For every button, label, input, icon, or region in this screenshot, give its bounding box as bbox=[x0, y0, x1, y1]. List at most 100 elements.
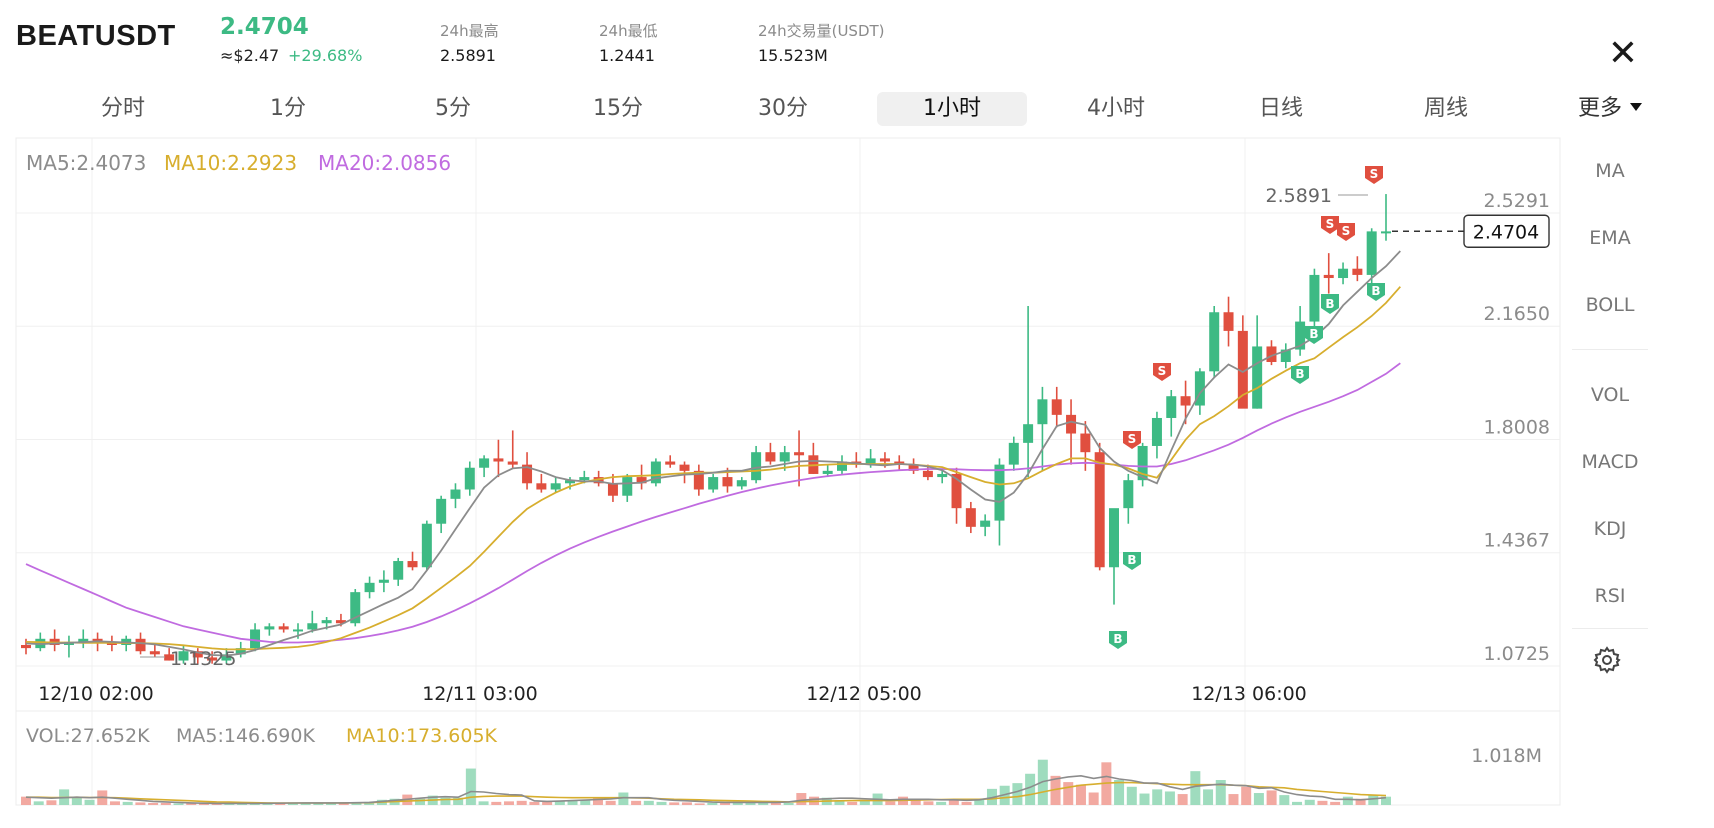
candle-body bbox=[350, 592, 361, 624]
volume-tick-label: 1.018M bbox=[1471, 745, 1542, 767]
indicator-macd[interactable]: MACD bbox=[1581, 451, 1639, 473]
volume-bar bbox=[1355, 798, 1366, 805]
indicator-rsi[interactable]: RSI bbox=[1594, 585, 1626, 607]
tab-weekly[interactable]: 周线 bbox=[1423, 96, 1468, 121]
volume-bar bbox=[948, 799, 959, 805]
candle-body bbox=[436, 498, 447, 524]
low-label: 1.1325 bbox=[170, 648, 236, 670]
volume-bar bbox=[1381, 796, 1391, 805]
candle-body bbox=[522, 464, 533, 484]
candle-body bbox=[1309, 274, 1320, 322]
candle-body bbox=[736, 480, 747, 487]
candle-body bbox=[264, 626, 275, 630]
volume-bar bbox=[84, 799, 95, 805]
candle-body bbox=[722, 477, 733, 487]
tab-daily[interactable]: 日线 bbox=[1258, 96, 1303, 121]
candle-body bbox=[378, 579, 389, 583]
candle-body bbox=[765, 452, 776, 462]
volume-bar bbox=[529, 801, 540, 805]
candle-body bbox=[1094, 452, 1105, 568]
x-tick-label: 12/12 05:00 bbox=[806, 683, 922, 705]
volume-bar bbox=[415, 798, 426, 805]
volume-bar bbox=[173, 803, 184, 805]
current-price-label: 2.4704 bbox=[1473, 221, 1539, 243]
tab-30m[interactable]: 30分 bbox=[758, 96, 808, 121]
volume-bar bbox=[71, 796, 82, 805]
ma-legend-ma20: MA20:2.0856 bbox=[318, 151, 451, 175]
candle-body bbox=[1223, 312, 1234, 331]
volume-bar bbox=[770, 802, 781, 805]
candle-body bbox=[622, 477, 633, 496]
candle-body bbox=[693, 470, 704, 490]
candle-body bbox=[78, 638, 89, 642]
volume-bar bbox=[1279, 795, 1290, 805]
volume-bar bbox=[211, 803, 222, 805]
volume-bar bbox=[1063, 782, 1074, 805]
buy-signal-icon bbox=[1367, 283, 1385, 301]
volume-bar bbox=[1317, 800, 1328, 805]
close-icon[interactable]: ✕ bbox=[1607, 33, 1639, 74]
volume-bar bbox=[847, 801, 858, 805]
candle-body bbox=[1209, 312, 1220, 372]
volume-bar bbox=[783, 802, 794, 805]
candle-body bbox=[464, 467, 475, 490]
volume-bar bbox=[554, 800, 565, 805]
stat-value-low: 1.2441 bbox=[599, 46, 655, 65]
indicator-boll[interactable]: BOLL bbox=[1585, 294, 1635, 316]
volume-bar bbox=[1368, 794, 1379, 805]
buy-signal-icon-letter: B bbox=[1309, 327, 1318, 341]
indicator-vol[interactable]: VOL bbox=[1590, 384, 1630, 406]
volume-bar bbox=[1025, 773, 1036, 805]
volume-bar bbox=[859, 800, 870, 805]
gear-icon[interactable] bbox=[1592, 645, 1622, 675]
candle-body bbox=[493, 458, 504, 462]
candle-body bbox=[1295, 321, 1306, 350]
volume-bar bbox=[1075, 784, 1086, 805]
candle-body bbox=[321, 620, 332, 624]
stat-label-volume: 24h交易量(USDT) bbox=[758, 22, 885, 40]
volume-bar bbox=[224, 803, 235, 805]
candle-body bbox=[149, 651, 160, 655]
volume-bar bbox=[1152, 789, 1163, 805]
candle-body bbox=[1252, 346, 1263, 409]
tab-timeline[interactable]: 分时 bbox=[100, 96, 145, 121]
tab-5m[interactable]: 5分 bbox=[435, 96, 471, 121]
tab-1h[interactable]: 1小时 bbox=[877, 92, 1027, 126]
candle-body bbox=[1080, 433, 1091, 453]
volume-bar bbox=[1342, 796, 1353, 805]
more-tab[interactable]: 更多 bbox=[1578, 92, 1643, 126]
indicator-ma[interactable]: MA bbox=[1595, 160, 1625, 182]
candle-body bbox=[879, 458, 890, 462]
candle-body bbox=[894, 461, 905, 465]
tab-1m[interactable]: 1分 bbox=[270, 96, 306, 121]
x-tick-label: 12/10 02:00 bbox=[38, 683, 154, 705]
volume-bar bbox=[491, 801, 502, 805]
chart-frame bbox=[15, 137, 1561, 806]
volume-bar bbox=[669, 802, 680, 805]
indicator-divider bbox=[1572, 349, 1648, 350]
x-tick-label: 12/11 03:00 bbox=[422, 683, 538, 705]
candle-body bbox=[1066, 414, 1077, 434]
tab-15m[interactable]: 15分 bbox=[593, 96, 643, 121]
volume-bar bbox=[1139, 793, 1150, 805]
volume-bar bbox=[910, 800, 921, 805]
candle-body bbox=[822, 470, 833, 474]
buy-signal-icon-letter: B bbox=[1295, 367, 1304, 381]
candle-body bbox=[751, 452, 762, 481]
indicator-kdj[interactable]: KDJ bbox=[1593, 518, 1627, 540]
tab-4h[interactable]: 4小时 bbox=[1087, 96, 1145, 121]
candle-body bbox=[1194, 371, 1205, 406]
ma20-line bbox=[25, 362, 1401, 644]
candle-body bbox=[164, 654, 175, 661]
volume-bar bbox=[720, 801, 731, 805]
buy-signal-icon bbox=[1305, 326, 1323, 344]
candle-body bbox=[837, 461, 847, 471]
candle-body bbox=[178, 651, 189, 661]
indicator-ema[interactable]: EMA bbox=[1589, 227, 1631, 249]
volume-bar bbox=[262, 803, 273, 805]
volume-bar bbox=[1292, 801, 1303, 805]
y-tick-label: 1.8008 bbox=[1484, 417, 1550, 439]
candle-body bbox=[421, 523, 432, 568]
sell-signal-icon bbox=[1123, 431, 1141, 449]
